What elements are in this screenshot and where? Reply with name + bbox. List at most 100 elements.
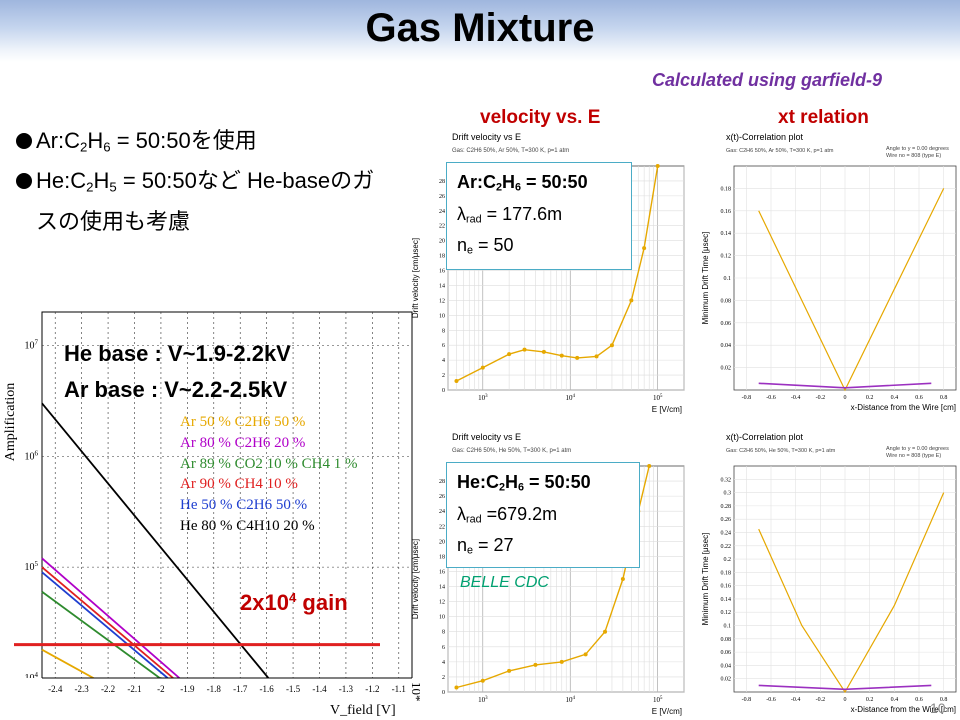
x-tick-label: 104 <box>566 394 576 402</box>
drift-velocity-point <box>620 577 625 581</box>
x-tick-label: 0.4 <box>891 697 899 703</box>
x-axis-multiplier: 10* <box>409 682 420 702</box>
drift-velocity-point <box>522 347 527 352</box>
plot-subtitle: Gas: C2H6 50%, He 50%, T=300 K, p=1 atm <box>726 448 836 454</box>
x-tick-label: 0 <box>844 697 847 703</box>
drift-velocity-point <box>594 354 599 359</box>
y-tick-label: 0.14 <box>721 597 732 603</box>
plot-note-wire: Wire no = 808 (type E) <box>886 153 941 159</box>
page-number: 10 <box>930 700 946 716</box>
x-tick-label: 0.6 <box>915 697 923 703</box>
x-tick-label: -0.8 <box>742 395 752 401</box>
drift-velocity-point <box>559 353 564 358</box>
plot-subtitle: Gas: C2H6 50%, Ar 50%, T=300 K, p=1 atm <box>452 148 569 154</box>
y-tick-label: 0.14 <box>721 231 732 237</box>
y-tick-label: 0.1 <box>724 276 732 282</box>
x-tick-label: -1.1 <box>392 684 406 694</box>
y-tick-label: 0.3 <box>724 491 732 497</box>
he-gas-info-box: He:C2H6 = 50:50 λrad =679.2m ne = 27 <box>446 462 640 568</box>
x-tick-label: 0.4 <box>891 395 899 401</box>
y-axis-label: Minimum Drift Time [μsec] <box>701 533 710 626</box>
y-axis-label: Drift velocity [cm/μsec] <box>411 539 420 619</box>
drift-velocity-point <box>647 464 652 468</box>
plot-note-wire: Wire no = 808 (type E) <box>886 453 941 459</box>
x-tick-label: -1.9 <box>180 684 195 694</box>
y-tick-label: 0.12 <box>721 254 732 260</box>
x-tick-label: 105 <box>653 394 663 402</box>
xt-correlation-plot-ar: x(t)-Correlation plot Gas: C2H6 50%, Ar 5… <box>701 132 957 412</box>
y-tick-label: 8 <box>442 630 445 636</box>
y-tick-label: 0.16 <box>721 584 732 590</box>
y-tick-label: 22 <box>439 224 445 230</box>
drift-velocity-point <box>454 685 459 690</box>
x-tick-label: -0.4 <box>791 697 801 703</box>
y-tick-label: 18 <box>439 554 445 560</box>
drift-velocity-point <box>533 662 538 667</box>
x-tick-label: -2.2 <box>101 684 115 694</box>
x-tick-label: -0.4 <box>791 395 801 401</box>
velocity-column-header: velocity vs. E <box>480 107 601 128</box>
y-tick-label: 0 <box>442 690 445 696</box>
x-tick-label: 0.6 <box>915 395 923 401</box>
y-tick-label: 4 <box>442 358 445 364</box>
plot-subtitle: Gas: C2H6 50%, He 50%, T=300 K, p=1 atm <box>452 448 571 454</box>
ar-gas-composition: Ar:C2H6 = 50:50 <box>457 172 588 194</box>
y-tick-label: 16 <box>439 569 445 575</box>
y-tick-label: 0.18 <box>721 186 732 192</box>
plot-note-angle: Angle to y = 0.00 degrees <box>886 146 949 152</box>
ar-radiation-length: λrad = 177.6m <box>457 203 563 226</box>
x-axis-label: V_field [V] <box>330 703 396 718</box>
y-tick-label: 28 <box>439 479 445 485</box>
y-tick-label: 0.32 <box>721 477 732 483</box>
y-tick-label: 0.06 <box>721 650 732 656</box>
below-axis-mask <box>0 678 420 720</box>
y-tick-label: 105 <box>25 560 39 573</box>
x-axis-label: x-Distance from the Wire [cm] <box>851 403 956 412</box>
xt-correlation-plot-he: x(t)-Correlation plot Gas: C2H6 50%, He 5… <box>701 432 957 714</box>
amplification-legend: Ar 50 % C2H6 50 % Ar 80 % C2H6 20 % Ar 89 … <box>180 412 358 537</box>
x-tick-label: 105 <box>653 696 663 704</box>
bullet-list: Ar:C2H6 = 50:50を使用 He:C2H5 = 50:50など He-… <box>16 124 376 239</box>
x-tick-label: -0.6 <box>766 395 776 401</box>
y-tick-label: 0 <box>442 388 445 394</box>
drift-velocity-point <box>541 349 546 354</box>
y-tick-label: 12 <box>439 298 445 304</box>
y-axis-label: Minimum Drift Time [μsec] <box>701 232 710 325</box>
x-tick-label: 103 <box>478 394 488 402</box>
amplification-series-line <box>41 402 294 709</box>
drift-velocity-point <box>480 365 485 370</box>
y-tick-label: 24 <box>439 509 445 515</box>
y-tick-label: 10 <box>439 313 445 319</box>
amplification-chart: -2.4 -2.3 -2.2 -2.1 -2 -1.9 -1.8 -1.7 -1.6 -1.5 -1… <box>0 311 420 720</box>
drift-velocity-point <box>480 678 485 683</box>
drift-velocity-point <box>575 355 580 360</box>
x-tick-label: 0.8 <box>940 697 948 703</box>
plot-note-angle: Angle to y = 0.00 degrees <box>886 446 949 452</box>
he-radiation-length: λrad =679.2m <box>457 503 558 526</box>
y-tick-label: 0.04 <box>721 663 732 669</box>
y-tick-label: 0.1 <box>724 624 732 630</box>
x-tick-label: -2 <box>157 684 165 694</box>
drift-velocity-curve <box>456 165 659 382</box>
drift-velocity-point <box>609 343 614 348</box>
y-tick-label: 26 <box>439 494 445 500</box>
slide-title: Gas Mixture <box>365 6 595 50</box>
y-tick-label: 14 <box>439 585 445 591</box>
x-tick-label: 0.2 <box>866 395 874 401</box>
x-tick-label: 0.8 <box>940 395 948 401</box>
xt-series-curve <box>758 188 945 392</box>
he-base-voltage: He base : V~1.9-2.2kV <box>64 341 291 366</box>
y-tick-label: 0.22 <box>721 544 732 550</box>
y-tick-label: 20 <box>439 239 445 245</box>
he-electron-count: ne = 27 <box>457 535 514 558</box>
x-axis-label: x-Distance from the Wire [cm] <box>851 705 956 714</box>
y-tick-label: 26 <box>439 194 445 200</box>
y-tick-label: 22 <box>439 524 445 530</box>
x-tick-label: -1.8 <box>207 684 222 694</box>
drift-velocity-point <box>603 629 608 634</box>
y-tick-label: 2 <box>442 373 445 379</box>
bullet-item-ar: Ar:C2H6 = 50:50を使用 <box>16 124 376 164</box>
drift-velocity-point <box>559 659 564 664</box>
y-tick-label: 0.28 <box>721 504 732 510</box>
bullet-dot-icon <box>16 173 32 190</box>
